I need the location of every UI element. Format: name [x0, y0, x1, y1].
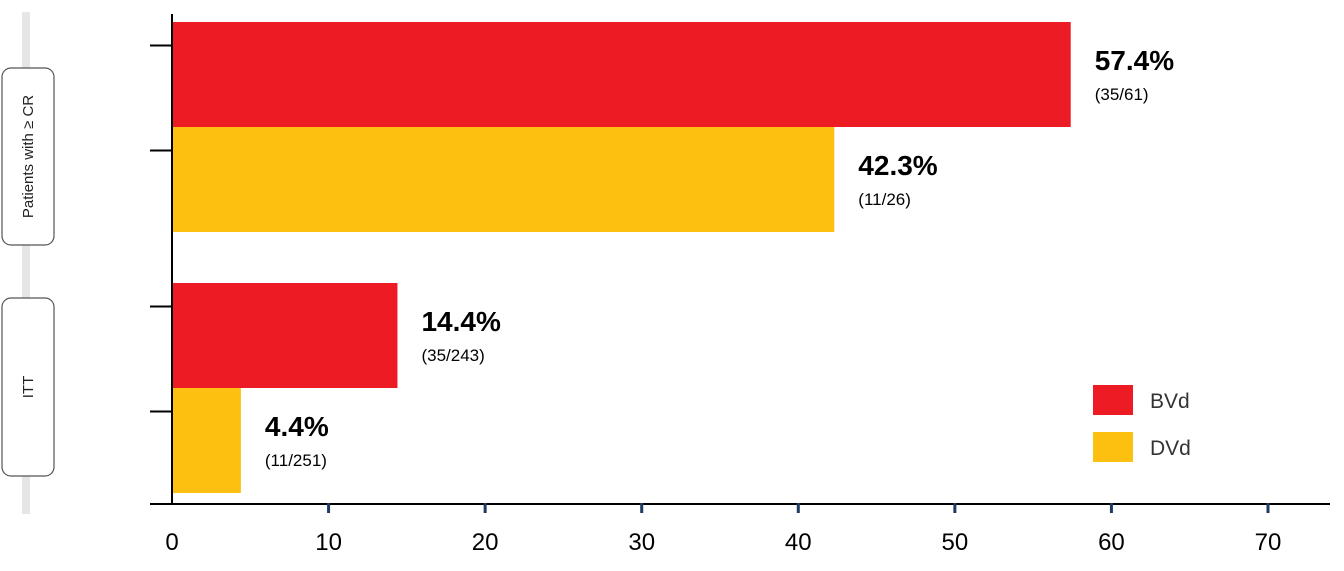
axes: 0 10 20 30 40 50 60 70 [150, 14, 1330, 556]
x-tick-label: 40 [785, 529, 812, 556]
x-tick-label: 60 [1098, 529, 1125, 556]
data-label-fraction: (35/61) [1095, 85, 1149, 104]
bars [172, 22, 1071, 493]
group-label-box [1, 67, 55, 246]
data-label: 14.4% [421, 306, 500, 337]
bar [172, 127, 835, 232]
data-label: 42.3% [858, 150, 937, 181]
group-label: Patients with ≥ CR [20, 95, 37, 218]
data-label: 57.4% [1095, 45, 1174, 76]
bar [172, 283, 398, 388]
data-label-fraction: (11/26) [858, 190, 911, 209]
legend-swatch [1093, 432, 1133, 462]
legend-label: DVd [1150, 437, 1191, 460]
bar [172, 22, 1071, 127]
x-tick-label: 50 [942, 529, 969, 556]
data-label-fraction: (11/251) [265, 451, 327, 470]
data-label: 4.4% [265, 411, 329, 442]
legend-label: BVd [1150, 390, 1190, 413]
legend: BVd DVd [1093, 385, 1191, 462]
x-tick-label: 20 [472, 529, 499, 556]
x-tick-label: 10 [315, 529, 342, 556]
legend-swatch [1093, 385, 1133, 415]
bar [172, 388, 241, 493]
data-label-fraction: (35/243) [421, 346, 484, 365]
value-labels: 57.4% (35/61) 42.3% (11/26) 14.4% (35/243) 4.4… [265, 45, 1174, 470]
x-tick-label: 0 [165, 529, 178, 556]
group-bracket-bar [22, 12, 30, 514]
group-brackets: Patients with ≥ CR ITT [1, 12, 55, 514]
group-label: ITT [20, 376, 37, 399]
x-tick-label: 70 [1255, 529, 1282, 556]
x-tick-label: 30 [628, 529, 655, 556]
group-label-box [1, 297, 55, 477]
